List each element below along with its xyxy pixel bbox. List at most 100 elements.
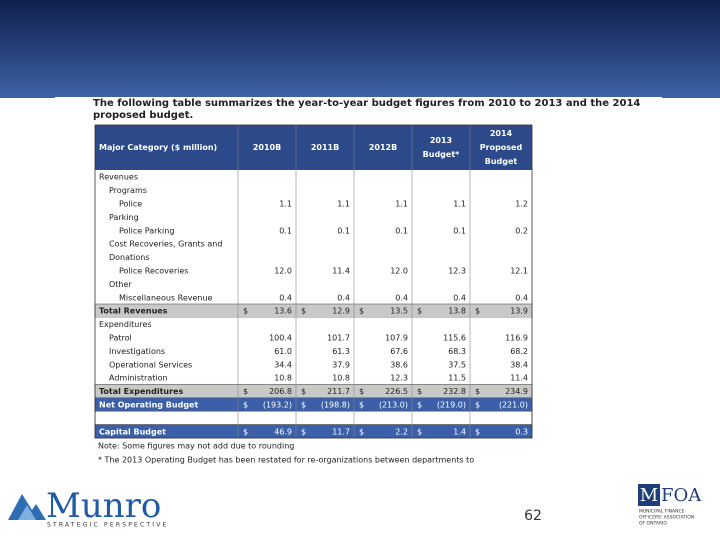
currency: $ — [359, 401, 364, 410]
currency: $ — [475, 427, 480, 436]
row-bg — [94, 410, 533, 425]
currency: $ — [359, 387, 364, 396]
row-label: Miscellaneous Revenue — [119, 293, 213, 302]
value-cell: 0.4 — [515, 293, 528, 302]
header-band — [0, 0, 720, 98]
row-label: Total Revenues — [99, 307, 168, 316]
value-cell: 37.5 — [448, 360, 466, 369]
row-label: Total Expenditures — [99, 387, 183, 396]
value-cell: 12.1 — [510, 267, 528, 276]
row-bg — [95, 237, 532, 251]
value-cell: 107.9 — [385, 334, 408, 343]
value-cell: 46.9 — [274, 427, 292, 436]
row-label: Operational Services — [109, 360, 192, 369]
header-cell: Budget* — [423, 150, 460, 159]
row-bg — [95, 263, 532, 278]
value-cell: (198.8) — [321, 401, 350, 410]
logo-name: FOA — [661, 485, 702, 506]
intro-box: The following table summarizes the year-… — [93, 98, 641, 121]
row-label: Expenditures — [99, 320, 152, 329]
row-label: Police Recoveries — [119, 267, 188, 276]
value-cell: (219.0) — [437, 401, 466, 410]
value-cell: 68.3 — [448, 347, 466, 356]
mfoa-logo: M FOA MUNICIPAL FINANCE OFFICERS' ASSOCI… — [638, 484, 702, 527]
value-cell: (193.2) — [263, 401, 292, 410]
value-cell: 1.1 — [279, 200, 292, 209]
note: Note: Some figures may not add due to ro… — [98, 442, 294, 451]
value-cell: 2.2 — [395, 427, 408, 436]
intro: The following table summarizes the year-… — [93, 98, 641, 121]
header-cell: 2010B — [253, 143, 281, 152]
currency: $ — [301, 387, 306, 396]
value-cell: 11.4 — [510, 374, 528, 383]
value-cell: 10.8 — [332, 374, 350, 383]
value-cell: 115.6 — [443, 334, 466, 343]
currency: $ — [475, 401, 480, 410]
value-cell: 0.4 — [337, 293, 350, 302]
header-cell: 2014 — [490, 129, 513, 138]
value-cell: 13.5 — [390, 307, 408, 316]
header-cell: Major Category ($ million) — [99, 143, 217, 152]
row-label: Administration — [109, 374, 168, 383]
value-cell: 0.3 — [515, 427, 528, 436]
row-bg — [95, 223, 532, 237]
value-cell: 0.2 — [515, 226, 528, 235]
row-label: Police Parking — [119, 226, 174, 235]
row-label: Programs — [109, 186, 147, 195]
row-label: Parking — [109, 213, 139, 222]
value-cell: 116.9 — [505, 334, 528, 343]
header-cell: Budget — [485, 157, 518, 166]
value-cell: 226.5 — [385, 387, 408, 396]
value-cell: 11.4 — [332, 267, 350, 276]
value-cell: 13.9 — [510, 307, 528, 316]
currency: $ — [417, 307, 422, 316]
logo-tagline: STRATEGIC PERSPECTIVE — [47, 522, 169, 529]
logo-box — [638, 484, 660, 506]
value-cell: 1.1 — [453, 200, 466, 209]
table: Major Category ($ million) 2010B 2011B 2012… — [94, 124, 533, 465]
currency: $ — [243, 401, 248, 410]
value-cell: 0.1 — [279, 226, 292, 235]
value-cell: 0.1 — [453, 226, 466, 235]
row-label: Revenues — [99, 173, 138, 182]
header-cell: Proposed — [480, 143, 523, 152]
value-cell: 1.1 — [395, 200, 408, 209]
currency: $ — [243, 427, 248, 436]
currency: $ — [243, 307, 248, 316]
row-bg — [95, 183, 532, 197]
currency: $ — [301, 307, 306, 316]
value-cell: 37.9 — [332, 360, 350, 369]
logo-line: OFFICERS' ASSOCIATION — [639, 515, 694, 521]
value-cell: 67.6 — [390, 347, 408, 356]
value-cell: 1.4 — [453, 427, 466, 436]
value-cell: 232.8 — [443, 387, 466, 396]
munro-logo: Munro STRATEGIC PERSPECTIVE — [8, 486, 169, 529]
row-bg — [95, 371, 532, 385]
value-cell: 1.1 — [337, 200, 350, 209]
logo-line: OF ONTARIO — [639, 521, 667, 527]
currency: $ — [359, 307, 364, 316]
row-bg — [95, 344, 532, 358]
row-bg — [95, 250, 532, 264]
header-cell: 2013 — [430, 136, 452, 145]
page-number: 62 — [524, 508, 542, 524]
row-bg — [95, 290, 532, 304]
row-label: Donations — [109, 253, 150, 262]
table-border — [94, 124, 533, 439]
currency: $ — [359, 427, 364, 436]
value-cell: (221.0) — [499, 401, 528, 410]
row-bg — [95, 196, 532, 211]
value-cell: 12.3 — [448, 267, 466, 276]
currency: $ — [301, 427, 306, 436]
value-cell: 1.2 — [515, 200, 528, 209]
value-cell: (213.0) — [379, 401, 408, 410]
value-cell: 0.4 — [395, 293, 408, 302]
row-bg — [95, 277, 532, 291]
row-bg — [95, 317, 532, 331]
value-cell: 206.8 — [269, 387, 292, 396]
value-cell: 34.4 — [274, 360, 292, 369]
value-cell: 12.0 — [274, 267, 292, 276]
value-cell: 13.8 — [448, 307, 466, 316]
